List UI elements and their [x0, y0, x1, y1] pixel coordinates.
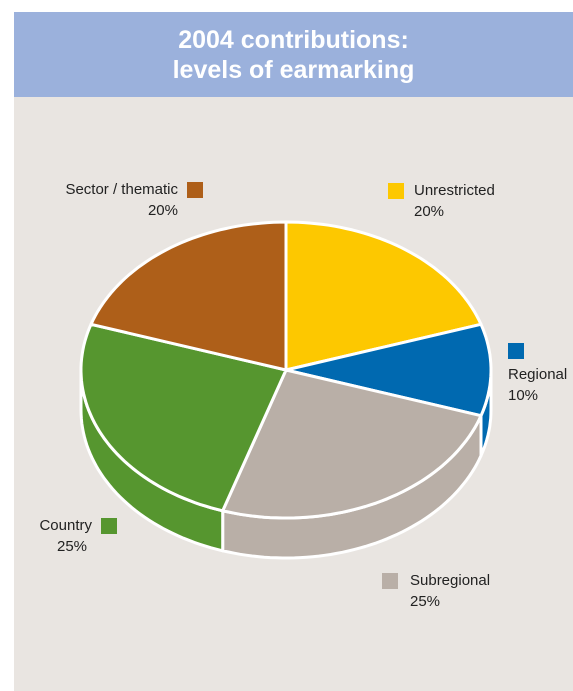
- chart: Unrestricted 20% Regional 10% Subregional 25%…: [39, 181, 567, 610]
- value-label: 10%: [508, 387, 538, 404]
- slice: [89, 220, 288, 372]
- legend-swatch: [508, 343, 524, 359]
- slice: [284, 220, 483, 372]
- legend-swatch: [382, 573, 398, 589]
- header: 2004 contributions: levels of earmarking: [14, 12, 573, 97]
- legend-swatch: [388, 183, 404, 199]
- chart-panel: 2004 contributions: levels of earmarking…: [14, 12, 573, 691]
- value-label: 25%: [410, 593, 440, 610]
- slice-label: Unrestricted: [414, 182, 495, 199]
- slice: [221, 368, 483, 520]
- slice-label: Sector / thematic: [65, 181, 178, 198]
- value-label: 20%: [148, 202, 178, 219]
- legend-swatch: [101, 518, 117, 534]
- slice: [79, 322, 288, 513]
- slice-label: Regional: [508, 366, 567, 383]
- value-label: 20%: [414, 203, 444, 220]
- slice: [284, 322, 493, 418]
- slice-label: Country: [39, 517, 92, 534]
- value-label: 25%: [57, 538, 87, 555]
- chart-title: 2004 contributions: levels of earmarking: [172, 25, 415, 84]
- legend-swatch: [187, 182, 203, 198]
- slice-label: Subregional: [410, 572, 490, 589]
